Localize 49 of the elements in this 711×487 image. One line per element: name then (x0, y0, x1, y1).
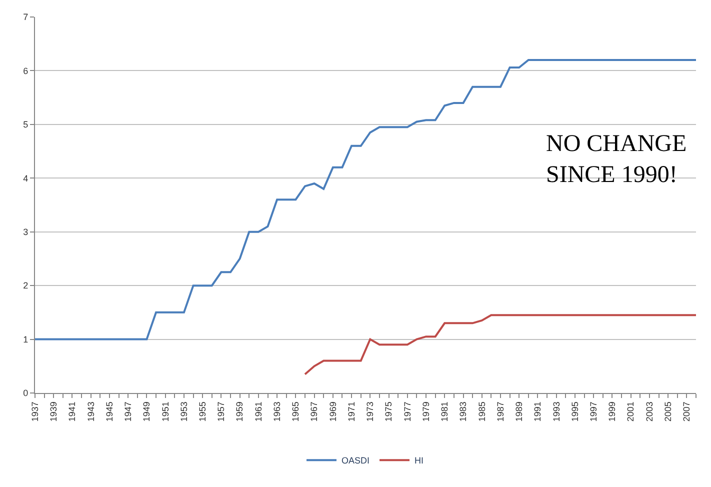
x-tick-label: 2001 (626, 402, 636, 422)
y-tick-label: 3 (23, 227, 28, 238)
x-tick-label: 1963 (272, 402, 282, 422)
x-tick-label: 1983 (458, 402, 468, 422)
x-tick-label: 1979 (420, 402, 431, 422)
x-tick-label: 1989 (514, 402, 524, 422)
legend-label: HI (414, 456, 424, 466)
x-tick-label: 1947 (123, 402, 134, 422)
annotation: NO CHANGE SINCE 1990! (546, 131, 687, 188)
x-tick-label: 1951 (160, 402, 170, 422)
legend-label: OASDI (342, 456, 370, 466)
x-tick-label: 1977 (402, 402, 412, 422)
line-series (35, 58, 696, 340)
x-tick-label: 1975 (384, 402, 394, 422)
x-tick-label: 1955 (198, 402, 208, 422)
x-tick-label: 1939 (48, 402, 59, 422)
x-tick-label: 1995 (570, 402, 580, 422)
y-tick-label: 6 (23, 66, 28, 76)
x-tick-label: 1943 (86, 402, 96, 422)
y-tick-label: 5 (23, 120, 28, 130)
x-tick-label: 1941 (67, 402, 78, 422)
y-tick-label: 2 (23, 280, 28, 291)
x-tick-label: 1987 (495, 402, 506, 422)
x-tick-label: 1999 (607, 402, 618, 422)
y-tick-label: 1 (23, 334, 28, 344)
x-tick-label: 1993 (551, 402, 562, 422)
x-tick-label: 1959 (234, 402, 245, 422)
x-tick-label: 2005 (662, 402, 673, 422)
x-tick-label: 1997 (588, 402, 599, 422)
x-tick-label: 2003 (644, 402, 654, 422)
x-tick-label: 1969 (328, 402, 338, 422)
x-tick-label: 1937 (30, 402, 40, 422)
y-tick-label: 0 (23, 388, 28, 398)
y-tick-label: 4 (23, 173, 28, 184)
x-tick-label: 1981 (440, 402, 450, 422)
x-tick-label: 1965 (290, 402, 301, 422)
x-tick-label: 1991 (532, 402, 543, 422)
y-tick-label: 7 (23, 12, 28, 22)
x-tick-label: 1949 (142, 402, 152, 422)
x-tick-label: 1945 (104, 402, 114, 422)
x-tick-label: 1971 (346, 402, 356, 422)
x-tick-label: 1953 (178, 402, 189, 422)
x-tick-label: 1985 (476, 402, 487, 422)
x-tick-label: 1961 (253, 402, 264, 422)
x-tick-label: 1957 (216, 402, 226, 422)
x-tick-label: 2007 (682, 402, 692, 422)
x-tick-label: 1973 (365, 402, 376, 422)
line-series (304, 314, 696, 376)
x-tick-label: 1967 (309, 402, 320, 422)
